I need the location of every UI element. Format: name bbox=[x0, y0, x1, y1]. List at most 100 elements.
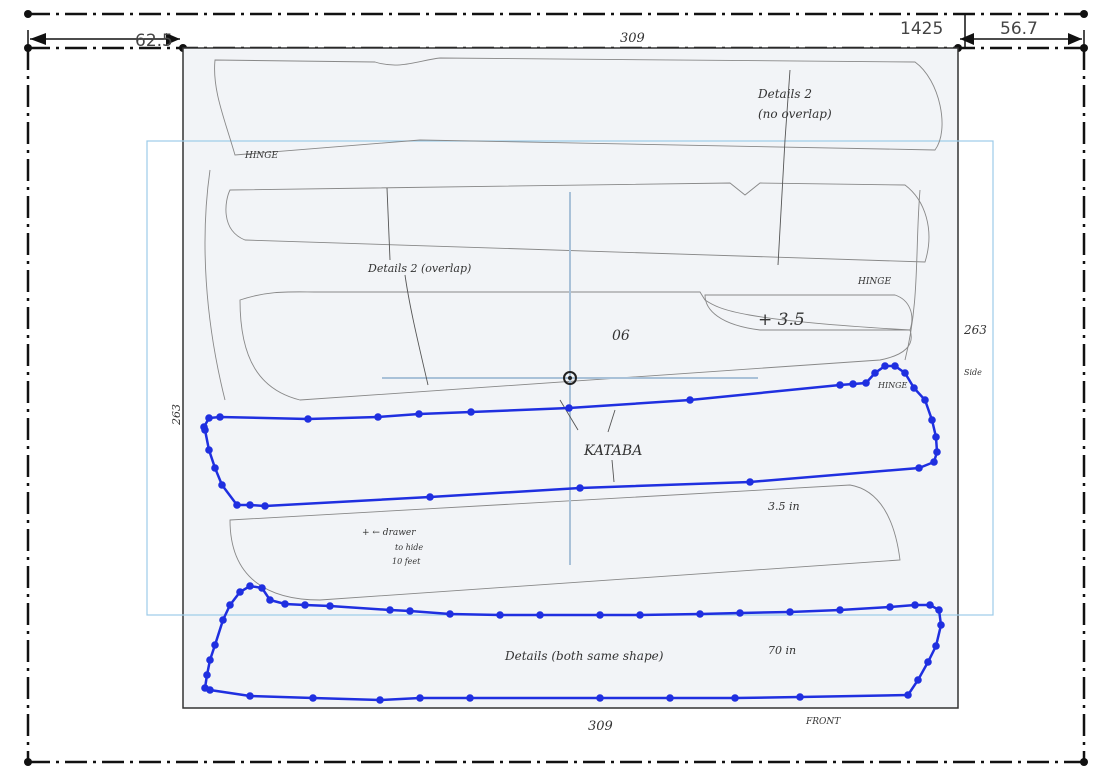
outline-vertex[interactable] bbox=[576, 484, 584, 492]
outline-vertex[interactable] bbox=[205, 446, 213, 454]
outline-vertex[interactable] bbox=[416, 694, 424, 702]
note-kataba: KATABA bbox=[583, 443, 642, 459]
outline-vertex[interactable] bbox=[915, 464, 923, 472]
outline-vertex[interactable] bbox=[928, 416, 936, 424]
outline-vertex[interactable] bbox=[236, 588, 244, 596]
outline-vertex[interactable] bbox=[686, 396, 694, 404]
outline-vertex[interactable] bbox=[246, 501, 254, 509]
outline-vertex[interactable] bbox=[415, 410, 423, 418]
outline-vertex[interactable] bbox=[636, 611, 644, 619]
pencil-arrows bbox=[386, 69, 791, 483]
outline-vertex[interactable] bbox=[226, 601, 234, 609]
note-06: 06 bbox=[612, 328, 630, 344]
outline-vertex[interactable] bbox=[301, 601, 309, 609]
origin-marker-dot bbox=[568, 376, 572, 380]
outline-vertex[interactable] bbox=[930, 458, 938, 466]
arrowhead-icon bbox=[1068, 33, 1082, 45]
dim-left-height: 263 bbox=[170, 404, 183, 426]
note-line3: 10 feet bbox=[392, 557, 421, 566]
outline-vertex[interactable] bbox=[881, 362, 889, 370]
outline-vertex[interactable] bbox=[206, 686, 214, 694]
note-line1: + ← drawer bbox=[362, 528, 416, 538]
origin-marker[interactable] bbox=[563, 371, 577, 385]
outline-vertex[interactable] bbox=[467, 408, 475, 416]
outline-vertex[interactable] bbox=[266, 596, 274, 604]
arrowhead-icon bbox=[166, 33, 180, 45]
outline-shape-1[interactable] bbox=[202, 364, 939, 508]
outline-vertex[interactable] bbox=[862, 379, 870, 387]
dim-left-offset: 62.5 bbox=[135, 31, 173, 51]
outline-vertex[interactable] bbox=[666, 694, 674, 702]
outline-vertex[interactable] bbox=[786, 608, 794, 616]
note-line2: to hide bbox=[395, 543, 423, 552]
outline-vertex[interactable] bbox=[935, 606, 943, 614]
outline-vertex[interactable] bbox=[536, 611, 544, 619]
outline-vertex[interactable] bbox=[871, 369, 879, 377]
outline-vertex[interactable] bbox=[901, 369, 909, 377]
outline-vertex[interactable] bbox=[911, 601, 919, 609]
outline-vertex[interactable] bbox=[736, 609, 744, 617]
outline-vertex[interactable] bbox=[406, 607, 414, 615]
dim-right-offset-a: 1425 bbox=[900, 19, 943, 39]
note-front: FRONT bbox=[805, 717, 841, 727]
outline-vertex[interactable] bbox=[926, 601, 934, 609]
outline-vertex[interactable] bbox=[203, 671, 211, 679]
outline-vertex[interactable] bbox=[233, 501, 241, 509]
outline-vertex[interactable] bbox=[921, 396, 929, 404]
outline-vertex[interactable] bbox=[914, 676, 922, 684]
outline-vertex[interactable] bbox=[426, 493, 434, 501]
note-details-overlap: Details 2 (overlap) bbox=[367, 262, 471, 275]
outline-vertex[interactable] bbox=[206, 656, 214, 664]
arrowhead-icon bbox=[30, 33, 46, 45]
note-measure-70: 70 in bbox=[768, 644, 796, 657]
note-side-mark: Side bbox=[964, 368, 982, 377]
outline-vertex[interactable] bbox=[246, 692, 254, 700]
outline-vertex[interactable] bbox=[376, 696, 384, 704]
outline-vertex[interactable] bbox=[218, 481, 226, 489]
outline-vertex[interactable] bbox=[904, 691, 912, 699]
outline-vertex[interactable] bbox=[849, 380, 857, 388]
outline-vertex[interactable] bbox=[261, 502, 269, 510]
outline-vertex[interactable] bbox=[886, 603, 894, 611]
outline-vertex[interactable] bbox=[496, 611, 504, 619]
outline-vertex[interactable] bbox=[374, 413, 382, 421]
outline-vertex[interactable] bbox=[216, 413, 224, 421]
outline-vertex[interactable] bbox=[933, 448, 941, 456]
outline-vertex[interactable] bbox=[466, 694, 474, 702]
outline-vertex[interactable] bbox=[696, 610, 704, 618]
outline-vertex[interactable] bbox=[796, 693, 804, 701]
outline-vertex[interactable] bbox=[924, 658, 932, 666]
outline-vertex[interactable] bbox=[836, 606, 844, 614]
outline-vertex[interactable] bbox=[326, 602, 334, 610]
outline-vertex[interactable] bbox=[309, 694, 317, 702]
outline-vertex[interactable] bbox=[446, 610, 454, 618]
outline-vertex[interactable] bbox=[932, 642, 940, 650]
outline-vertex[interactable] bbox=[211, 641, 219, 649]
note-hinge-small: HINGE bbox=[877, 381, 908, 390]
outline-vertex[interactable] bbox=[910, 384, 918, 392]
outline-vertex[interactable] bbox=[304, 415, 312, 423]
outline-vertex[interactable] bbox=[386, 606, 394, 614]
outline-vertex[interactable] bbox=[746, 478, 754, 486]
outline-vertex[interactable] bbox=[281, 600, 289, 608]
note-measure-35: 3.5 in bbox=[768, 500, 800, 513]
outline-vertex[interactable] bbox=[565, 404, 573, 412]
dim-right-offset-b: 56.7 bbox=[1000, 19, 1038, 39]
traced-outlines[interactable] bbox=[200, 362, 945, 704]
outline-vertex[interactable] bbox=[205, 414, 213, 422]
outline-vertex[interactable] bbox=[596, 611, 604, 619]
outline-vertex[interactable] bbox=[258, 584, 266, 592]
outline-vertex[interactable] bbox=[246, 582, 254, 590]
outline-vertex[interactable] bbox=[731, 694, 739, 702]
outline-vertex[interactable] bbox=[211, 464, 219, 472]
outline-vertex[interactable] bbox=[937, 621, 945, 629]
outline-vertex[interactable] bbox=[201, 426, 209, 434]
outline-vertex[interactable] bbox=[836, 381, 844, 389]
outline-vertex[interactable] bbox=[596, 694, 604, 702]
outline-vertex[interactable] bbox=[932, 433, 940, 441]
outline-vertex[interactable] bbox=[219, 616, 227, 624]
arrowhead-icon bbox=[960, 33, 974, 45]
dim-bottom-width: 309 bbox=[588, 719, 613, 734]
outline-vertex[interactable] bbox=[891, 362, 899, 370]
